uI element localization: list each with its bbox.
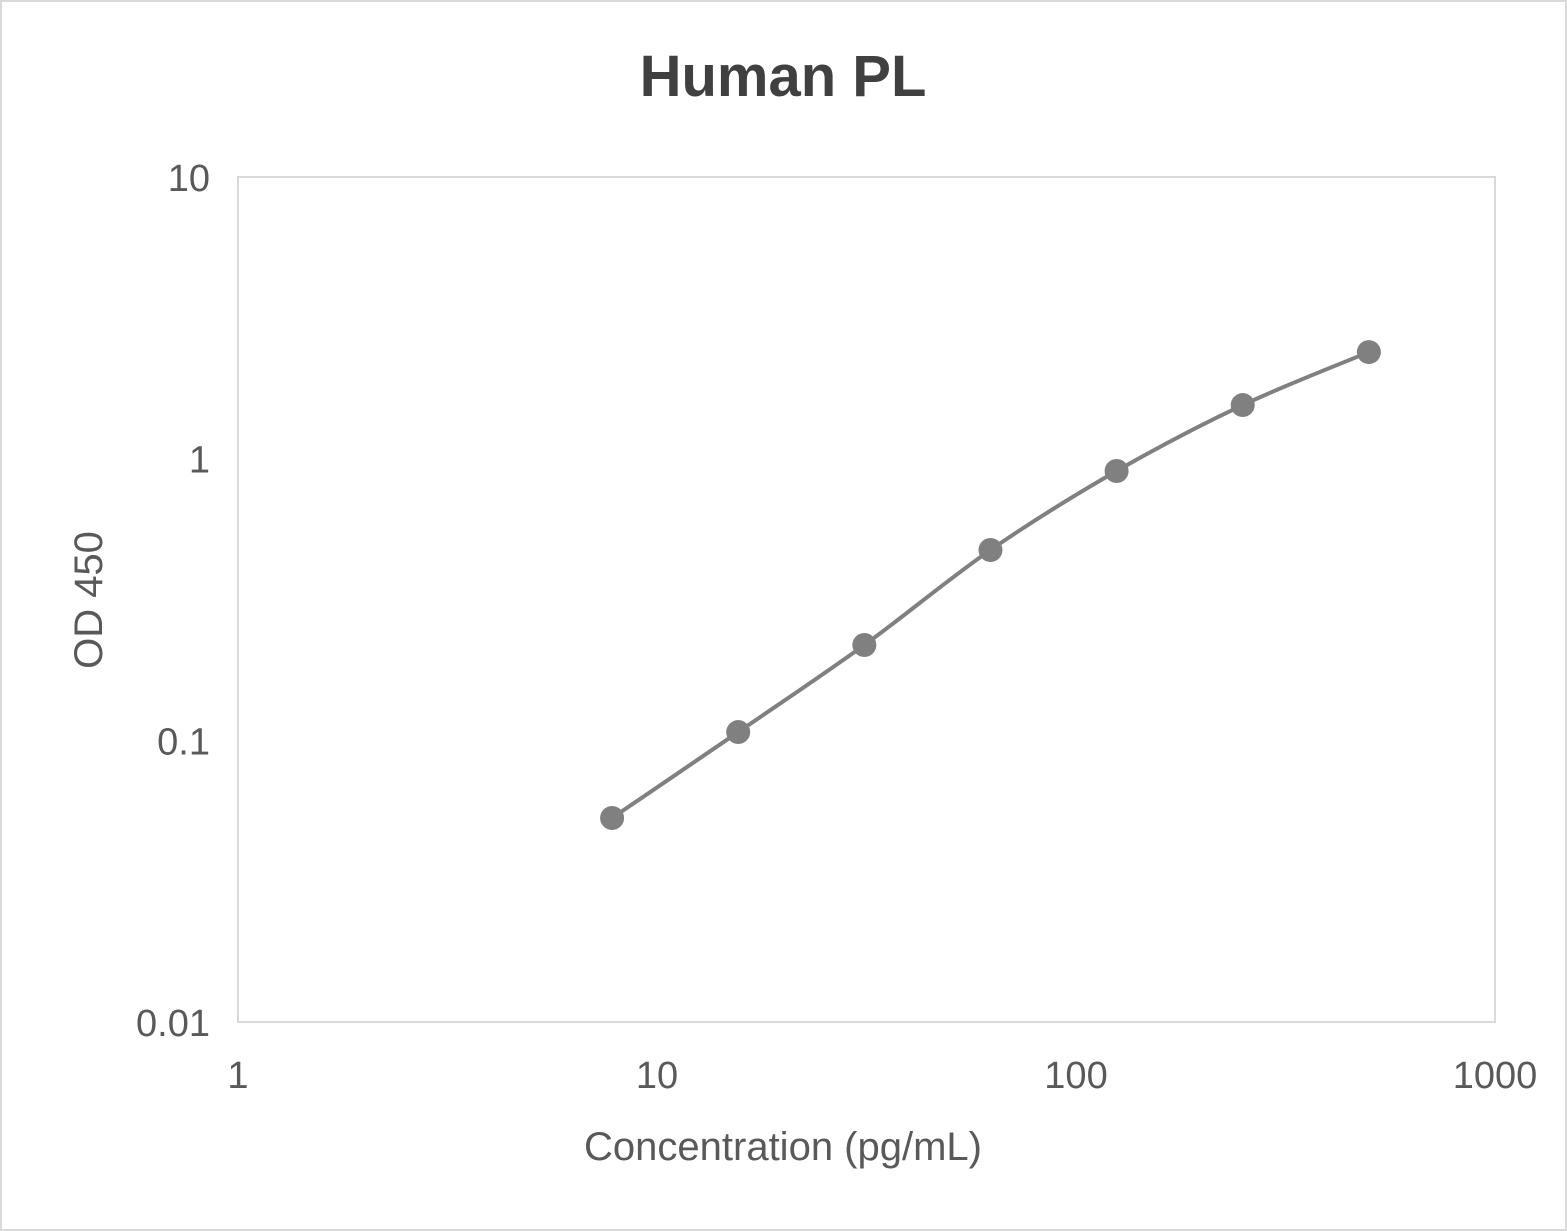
x-tick-label: 10 xyxy=(636,1055,678,1097)
y-tick-label: 1 xyxy=(189,440,210,482)
data-point xyxy=(1104,459,1129,484)
data-point xyxy=(978,537,1003,562)
data-point xyxy=(1356,340,1381,365)
chart-title: Human PL xyxy=(640,44,927,109)
x-axis-label: Concentration (pg/mL) xyxy=(584,1125,982,1169)
data-point xyxy=(726,720,751,745)
data-point xyxy=(852,633,877,658)
x-tick-label: 100 xyxy=(1044,1055,1107,1097)
data-point xyxy=(1230,393,1255,418)
y-tick-label: 10 xyxy=(168,158,210,200)
x-tick-label: 1 xyxy=(227,1055,248,1097)
y-axis-label: OD 450 xyxy=(67,531,111,669)
plot-area xyxy=(237,176,1496,1023)
x-tick-label: 1000 xyxy=(1453,1055,1538,1097)
y-tick-label: 0.1 xyxy=(157,721,210,763)
y-tick-label: 0.01 xyxy=(136,1003,210,1045)
data-point xyxy=(600,805,625,830)
